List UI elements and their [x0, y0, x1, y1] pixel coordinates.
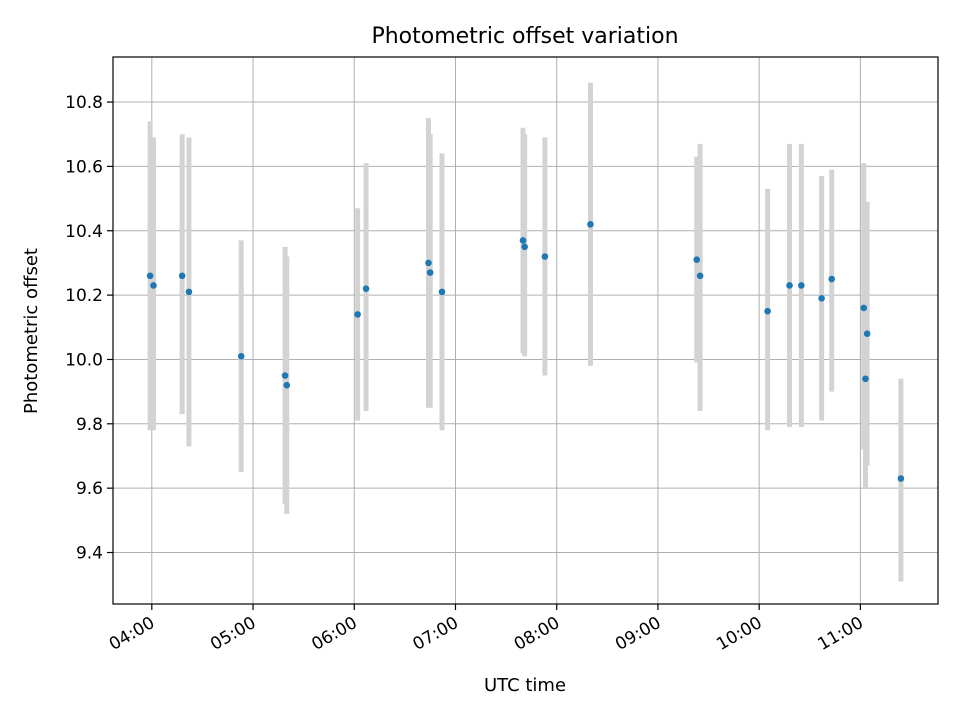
data-point: [862, 375, 869, 383]
data-point: [693, 256, 701, 264]
data-point: [237, 352, 245, 360]
data-point: [764, 307, 771, 315]
y-tick-label: 9.4: [76, 544, 103, 564]
x-tick-label: 05:00: [207, 613, 259, 655]
x-axis-label: UTC time: [484, 675, 566, 696]
data-point: [798, 282, 805, 289]
x-tick-label: 04:00: [106, 613, 158, 655]
y-axis-label: Photometric offset: [21, 248, 42, 414]
x-tick-label: 11:00: [814, 613, 866, 655]
data-point: [860, 304, 868, 312]
data-points: [146, 221, 905, 482]
y-tick-label: 9.8: [76, 415, 103, 435]
data-point: [438, 288, 446, 296]
y-tick-label: 10.8: [65, 93, 103, 113]
data-point: [185, 288, 193, 296]
data-point: [541, 253, 549, 260]
x-tick-label: 10:00: [713, 613, 765, 655]
data-point: [354, 311, 361, 318]
data-point: [519, 237, 527, 244]
y-tick-label: 9.6: [76, 479, 103, 499]
data-point: [283, 381, 291, 389]
error-bars: [147, 82, 904, 582]
x-tick-label: 07:00: [410, 613, 462, 655]
y-tick-label: 10.6: [65, 157, 103, 177]
data-point: [426, 269, 434, 276]
data-point: [150, 282, 157, 289]
x-tick-label: 08:00: [511, 613, 563, 655]
data-point: [587, 221, 594, 228]
data-point: [425, 259, 432, 267]
data-point: [362, 285, 370, 292]
data-point: [281, 372, 289, 379]
y-tick-label: 10.4: [65, 222, 103, 242]
data-point: [863, 330, 871, 338]
data-point: [521, 243, 528, 251]
data-point: [786, 282, 793, 289]
x-tick-label: 09:00: [612, 613, 664, 655]
data-point: [818, 295, 825, 302]
x-tick-label: 06:00: [308, 613, 360, 655]
chart-title: Photometric offset variation: [371, 24, 678, 49]
data-point: [146, 272, 154, 280]
data-point: [696, 272, 704, 280]
y-axis-ticks: 9.4 9.6 9.8 10.0 10.2 10.4 10.6 10.8: [65, 93, 113, 564]
y-tick-label: 10.0: [65, 350, 103, 370]
data-point: [178, 272, 186, 280]
x-axis-ticks: 04:00 05:00 06:00 07:00 08:00 09:00 10:00 11:00: [106, 604, 867, 655]
data-point: [828, 275, 836, 283]
plot-frame: [112, 56, 939, 605]
data-point: [897, 475, 905, 482]
y-tick-label: 10.2: [65, 286, 103, 306]
